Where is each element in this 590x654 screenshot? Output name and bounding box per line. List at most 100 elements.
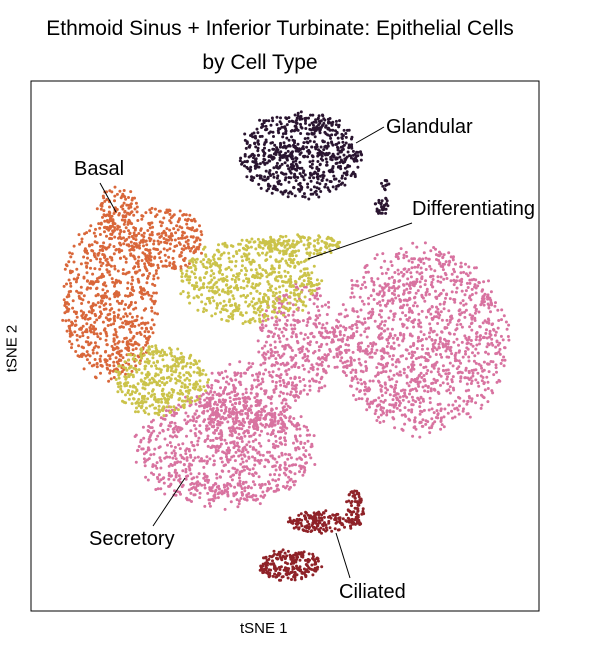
point (381, 288, 385, 292)
point (485, 345, 489, 349)
point (379, 408, 383, 411)
point (263, 344, 267, 348)
point (176, 460, 180, 464)
point (208, 261, 212, 265)
point (184, 477, 188, 481)
point (442, 415, 446, 419)
point (164, 233, 168, 237)
point (275, 320, 279, 324)
point (388, 286, 391, 290)
point (392, 284, 396, 288)
point (140, 288, 144, 292)
point (392, 315, 396, 318)
point (284, 274, 287, 278)
point (192, 296, 196, 300)
point (409, 275, 413, 279)
point (441, 381, 445, 385)
point (292, 483, 296, 487)
point (65, 282, 68, 286)
point (379, 349, 383, 353)
point (273, 419, 277, 423)
point (261, 353, 265, 357)
point (168, 441, 172, 445)
point (369, 294, 373, 298)
point (130, 222, 134, 226)
point (384, 391, 388, 395)
point (308, 288, 312, 292)
point (402, 256, 406, 260)
point (77, 294, 81, 298)
point (462, 407, 465, 411)
point (417, 263, 420, 267)
point (309, 277, 313, 281)
point (102, 241, 106, 245)
point (433, 341, 437, 345)
point (282, 294, 286, 297)
point (275, 323, 279, 327)
point (179, 492, 182, 496)
point (71, 299, 75, 303)
point (163, 253, 167, 257)
point (146, 274, 150, 278)
point (441, 265, 445, 269)
point (238, 423, 242, 427)
point (433, 346, 437, 350)
point (251, 362, 255, 366)
point (193, 432, 197, 435)
point (349, 371, 353, 374)
point (152, 361, 156, 365)
point (269, 348, 273, 351)
point (168, 219, 172, 223)
point (212, 272, 216, 276)
point (430, 280, 434, 284)
point (278, 327, 282, 331)
point (273, 241, 277, 245)
point (437, 254, 441, 258)
point (431, 317, 435, 321)
point (189, 472, 193, 476)
point (291, 381, 295, 385)
point (215, 428, 218, 432)
point (245, 284, 249, 288)
point (192, 263, 196, 267)
point (310, 363, 314, 367)
point (153, 392, 156, 396)
point (124, 346, 128, 350)
point (291, 245, 295, 249)
point (115, 293, 119, 297)
point (153, 311, 157, 315)
point (167, 235, 171, 239)
point (182, 213, 186, 216)
point (156, 276, 160, 280)
point (363, 280, 367, 284)
point (410, 353, 414, 357)
point (299, 390, 303, 394)
point (213, 402, 216, 406)
point (261, 490, 265, 494)
point (86, 353, 90, 357)
point (286, 309, 290, 313)
point (306, 392, 309, 396)
point (182, 373, 186, 377)
point (69, 284, 73, 288)
point (393, 293, 396, 297)
point (233, 302, 237, 306)
point (460, 280, 464, 284)
point (129, 240, 133, 244)
point (291, 463, 295, 467)
point (339, 345, 343, 349)
point (404, 314, 408, 317)
point (267, 424, 271, 428)
point (278, 285, 281, 289)
point (160, 381, 164, 384)
point (233, 371, 237, 375)
point (303, 271, 307, 275)
point (169, 351, 173, 355)
point (155, 383, 159, 387)
point (185, 498, 189, 502)
point (256, 375, 260, 379)
point (351, 368, 355, 372)
point (416, 382, 420, 386)
point (318, 380, 321, 384)
point (206, 459, 209, 463)
